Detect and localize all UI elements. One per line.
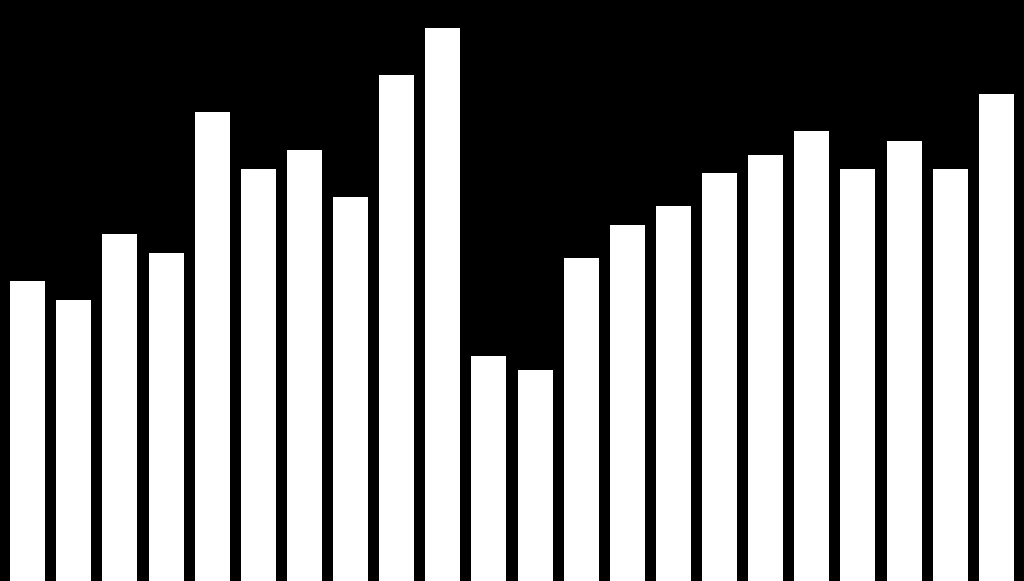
Bar bbox=[609, 225, 645, 581]
Bar bbox=[979, 94, 1014, 581]
Bar bbox=[841, 168, 876, 581]
Bar bbox=[887, 141, 922, 581]
Bar bbox=[56, 300, 91, 581]
Bar bbox=[195, 113, 229, 581]
Bar bbox=[656, 206, 691, 581]
Bar bbox=[102, 234, 137, 581]
Bar bbox=[933, 168, 968, 581]
Bar bbox=[795, 131, 829, 581]
Bar bbox=[517, 370, 553, 581]
Bar bbox=[241, 168, 275, 581]
Bar bbox=[10, 281, 45, 581]
Bar bbox=[702, 173, 737, 581]
Bar bbox=[379, 75, 415, 581]
Bar bbox=[333, 197, 368, 581]
Bar bbox=[425, 28, 461, 581]
Bar bbox=[471, 356, 507, 581]
Bar bbox=[749, 155, 783, 581]
Bar bbox=[563, 258, 599, 581]
Bar bbox=[287, 150, 322, 581]
Bar bbox=[148, 253, 183, 581]
